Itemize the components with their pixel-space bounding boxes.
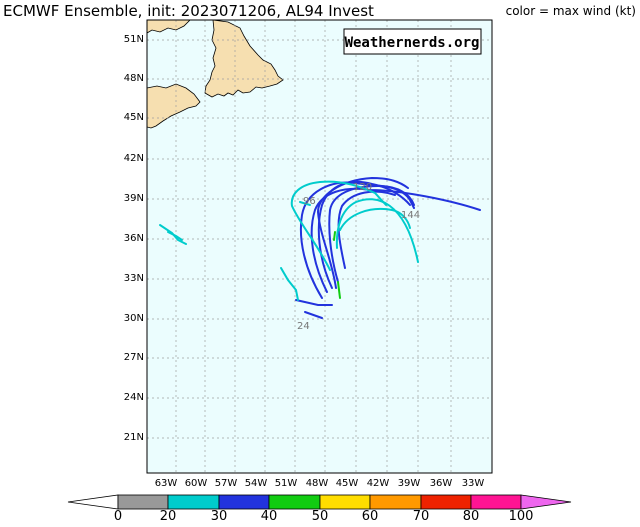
lon-label-45w: 45W (335, 478, 359, 489)
watermark-text: Weathernerds.org (345, 35, 480, 51)
lat-label-27n: 27N (123, 352, 144, 363)
colorbar-segment-4 (319, 494, 371, 510)
lat-label-33n: 33N (123, 273, 144, 284)
map-frame (146, 19, 493, 474)
lat-label-36n: 36N (123, 233, 144, 244)
colorbar-tick-100: 100 (508, 509, 534, 524)
track-blue-2 (310, 187, 481, 293)
track-label-96: 96 (303, 196, 316, 207)
lat-label-21n: 21N (123, 432, 144, 443)
colorbar-tick-20: 20 (159, 509, 177, 524)
track-label-120: 120 (353, 182, 372, 193)
map-title: ECMWF Ensemble, init: 2023071206, AL94 I… (3, 2, 374, 20)
colorbar-tick-30: 30 (210, 509, 228, 524)
lon-label-54w: 54W (244, 478, 268, 489)
track-label-24: 24 (297, 321, 310, 332)
lat-label-30n: 30N (123, 313, 144, 324)
colorbar-tick-70: 70 (412, 509, 430, 524)
colorbar-segment-1 (167, 494, 220, 510)
colorbar-segment-7 (470, 494, 522, 510)
lat-label-39n: 39N (123, 193, 144, 204)
track-blue-6 (316, 176, 409, 289)
colorbar-segment-6 (420, 494, 472, 510)
track-cyan-6 (167, 231, 183, 241)
lat-label-24n: 24N (123, 392, 144, 403)
track-cyan-3 (339, 208, 411, 231)
lat-label-48n: 48N (123, 73, 144, 84)
colorbar-tick-50: 50 (311, 509, 329, 524)
lon-label-36w: 36W (429, 478, 453, 489)
track-cyan-7 (299, 201, 311, 206)
colorbar-segment-0 (117, 494, 169, 510)
track-blue-7 (295, 299, 333, 306)
colorbar-tick-80: 80 (462, 509, 480, 524)
lon-label-57w: 57W (214, 478, 238, 489)
colorbar (67, 494, 572, 510)
track-blue-5 (337, 190, 396, 269)
track-cyan-1 (290, 180, 387, 271)
watermark-box (343, 28, 482, 55)
track-label-144: 144 (401, 210, 420, 221)
colorbar-tick-40: 40 (260, 509, 278, 524)
lon-label-63w: 63W (154, 478, 178, 489)
track-blue-4 (328, 184, 415, 283)
labrador-land (146, 19, 191, 34)
lon-label-60w: 60W (184, 478, 208, 489)
lon-label-51w: 51W (274, 478, 298, 489)
colorbar-segment-2 (218, 494, 270, 510)
lat-label-51n: 51N (123, 34, 144, 45)
lon-label-42w: 42W (366, 478, 390, 489)
colorbar-tick-60: 60 (361, 509, 379, 524)
colorbar-segment-5 (369, 494, 422, 510)
track-green-2 (337, 281, 341, 299)
nova-scotia-land (146, 83, 201, 129)
lon-label-33w: 33W (461, 478, 485, 489)
ensemble-tracks (159, 176, 481, 319)
land-masses (146, 19, 284, 129)
track-green-1 (333, 231, 336, 241)
colorbar-tick-0: 0 (113, 509, 123, 524)
color-legend-note: color = max wind (kt) (505, 4, 636, 18)
lat-lon-grid (147, 20, 492, 473)
colorbar-arrow-right (520, 494, 572, 510)
lat-label-45n: 45N (123, 112, 144, 123)
colorbar-segment-3 (268, 494, 321, 510)
track-cyan-4 (280, 267, 299, 301)
track-blue-8 (304, 311, 323, 319)
lon-label-39w: 39W (397, 478, 421, 489)
colorbar-arrow-left (67, 494, 119, 510)
lat-label-42n: 42N (123, 153, 144, 164)
lon-label-48w: 48W (305, 478, 329, 489)
track-cyan-2 (335, 198, 419, 263)
newfoundland-land (204, 19, 284, 98)
